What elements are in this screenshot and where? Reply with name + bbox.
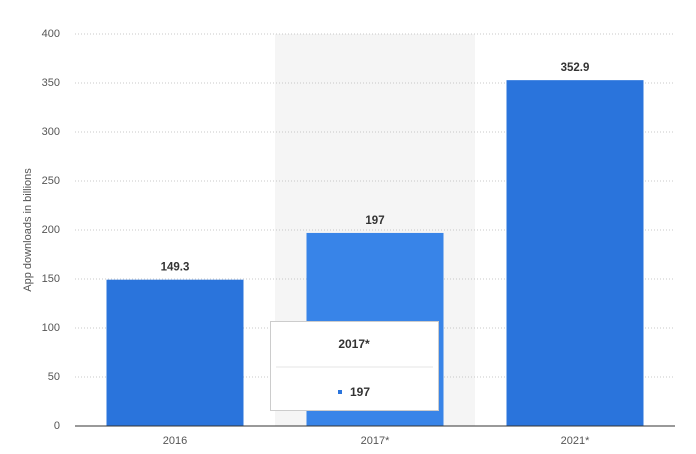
y-tick-label: 200 xyxy=(42,224,60,236)
bar xyxy=(506,80,644,427)
y-axis-label: App downloads in billions xyxy=(22,168,34,292)
tooltip-marker xyxy=(338,390,342,394)
x-tick-label: 2017* xyxy=(361,435,390,447)
y-tick-label: 50 xyxy=(48,371,60,383)
value-label: 197 xyxy=(365,215,384,227)
y-tick-label: 150 xyxy=(42,273,60,285)
tooltip-title: 2017* xyxy=(338,337,370,351)
x-tick-label: 2016 xyxy=(163,435,187,447)
y-tick-label: 400 xyxy=(42,28,60,40)
y-tick-label: 350 xyxy=(42,77,60,89)
tooltip-value: 197 xyxy=(350,385,370,399)
y-tick-label: 0 xyxy=(54,420,60,432)
y-tick-label: 250 xyxy=(42,175,60,187)
y-tick-label: 100 xyxy=(42,322,60,334)
x-tick-label: 2021* xyxy=(561,435,590,447)
value-label: 352.9 xyxy=(561,62,590,74)
tooltip-box xyxy=(270,321,439,411)
tooltip: 2017* 197 xyxy=(270,321,439,411)
value-label: 149.3 xyxy=(161,262,190,274)
y-tick-label: 300 xyxy=(42,126,60,138)
bar xyxy=(106,279,244,426)
